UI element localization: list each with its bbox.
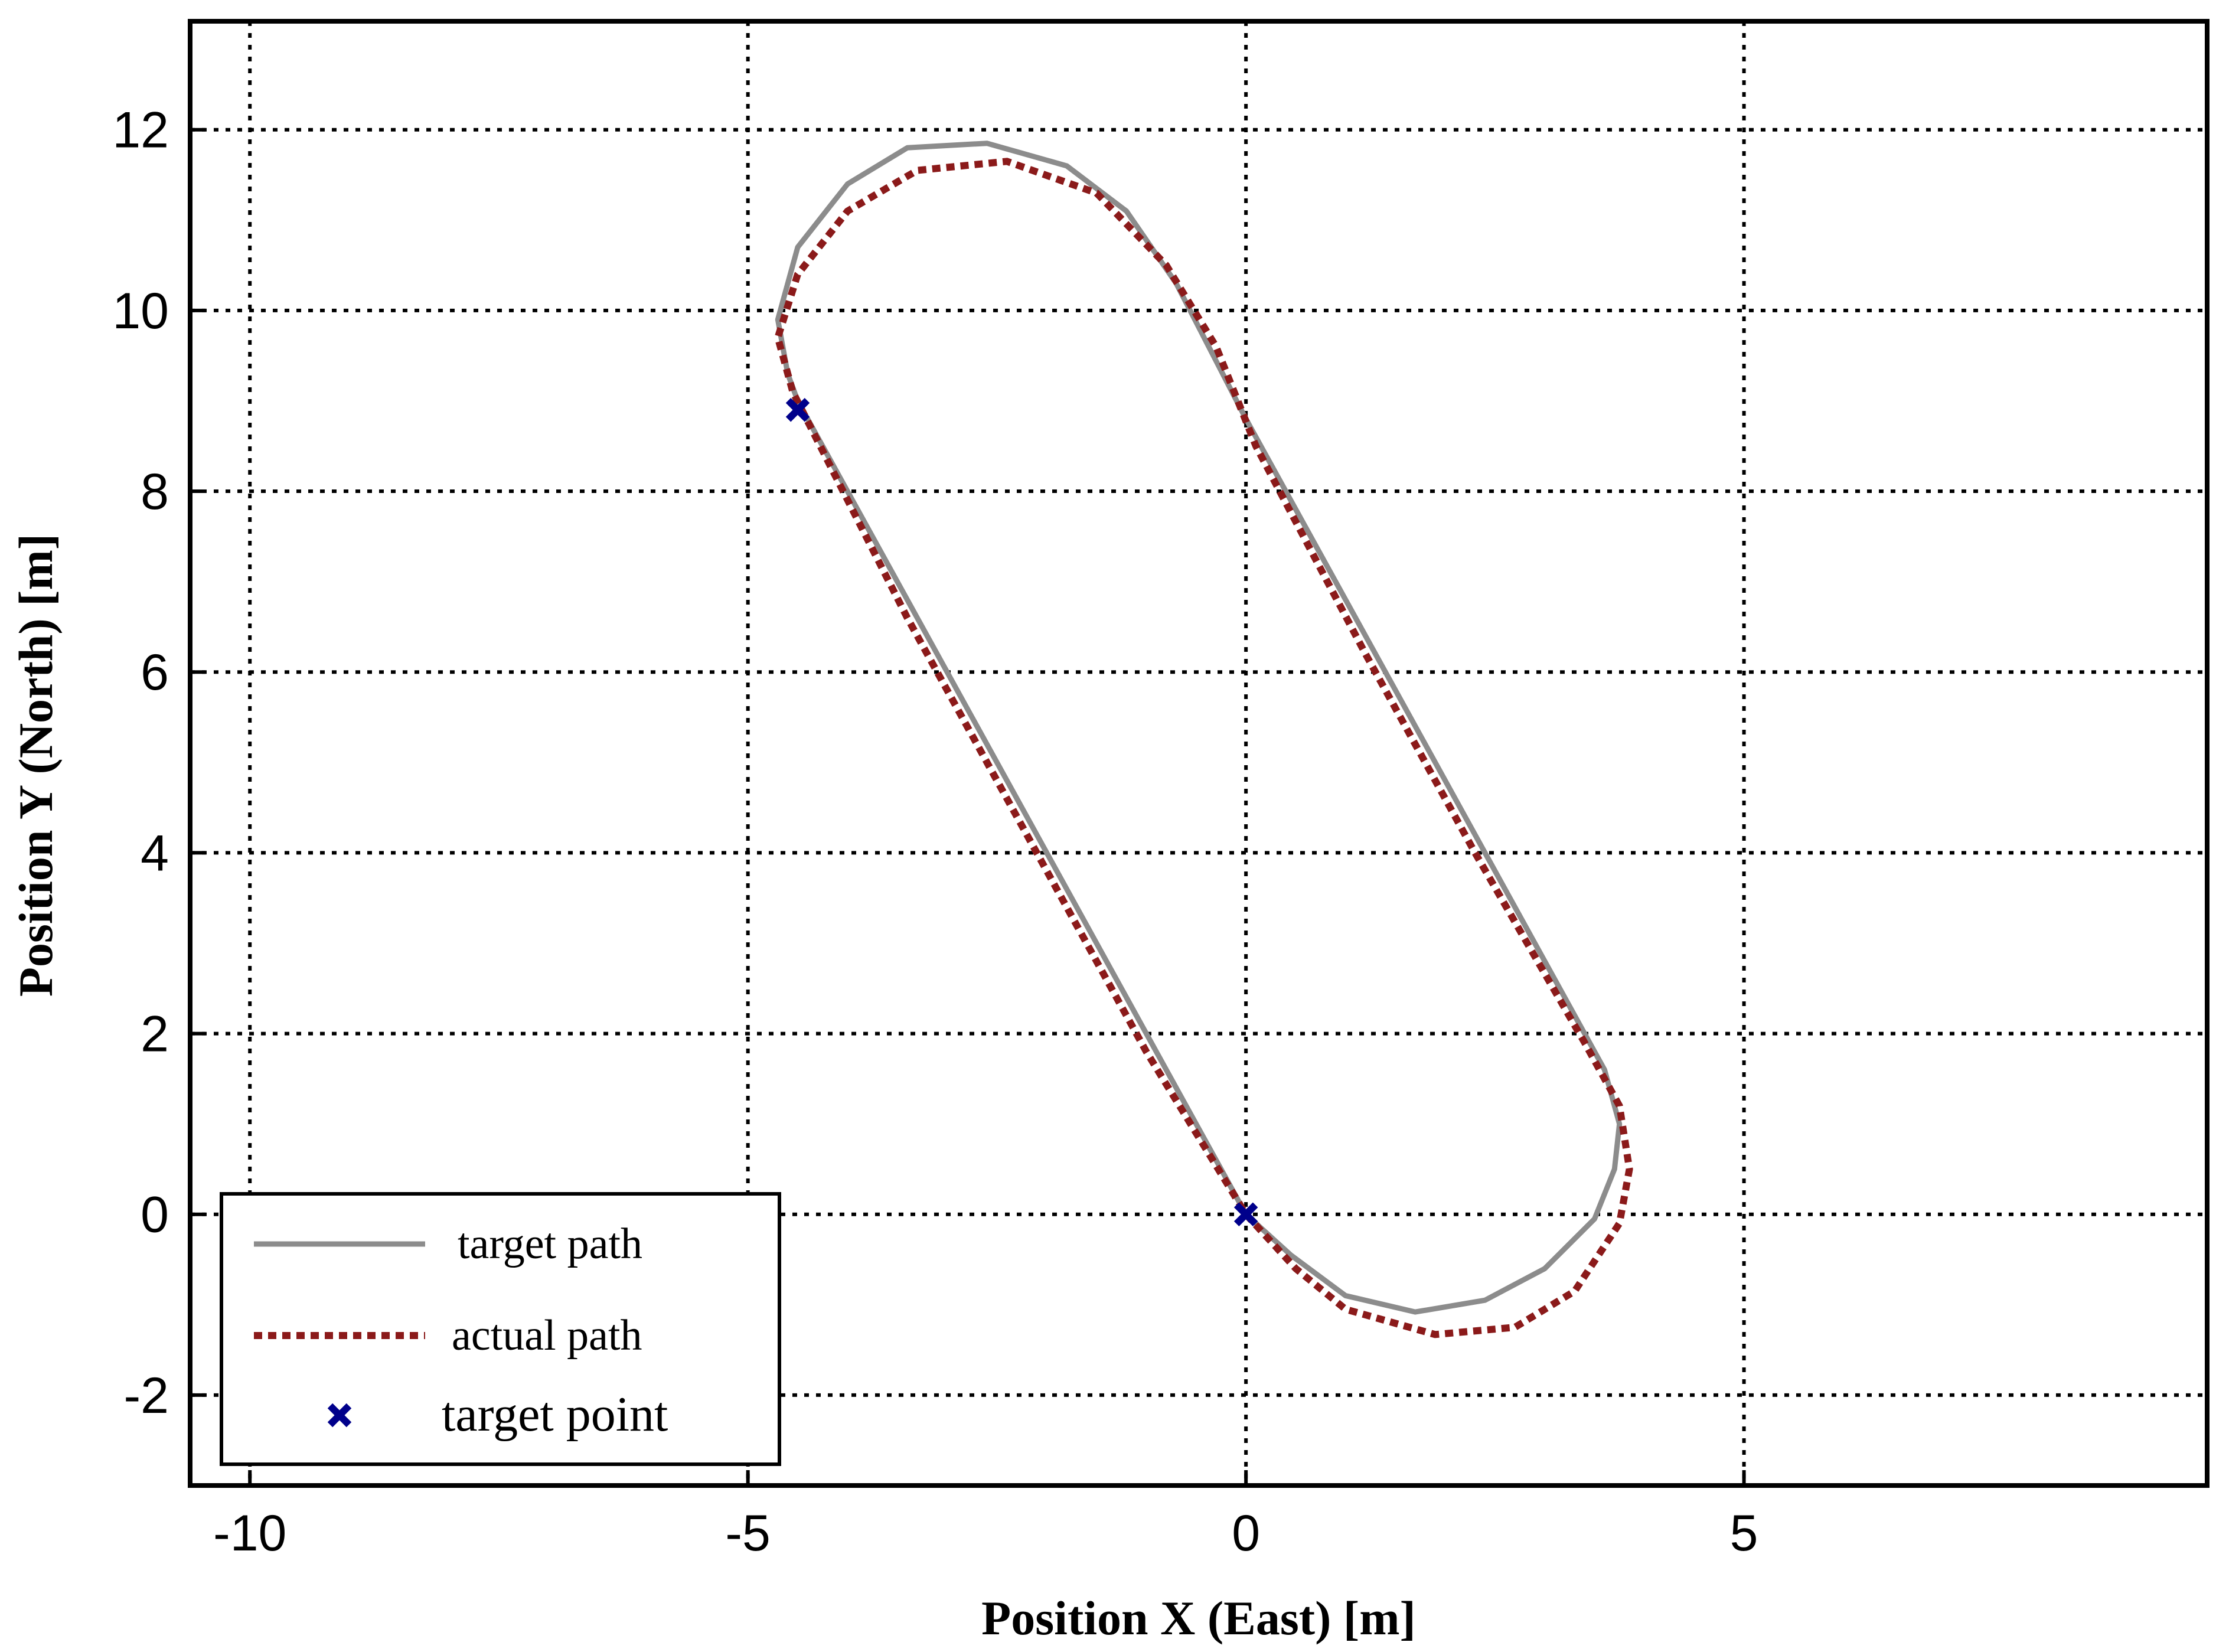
x-tick-label: 0 bbox=[1232, 1505, 1260, 1562]
legend-swatch-target-point-icon bbox=[327, 1403, 352, 1428]
legend-target-point-x-icon bbox=[327, 1403, 352, 1428]
x-tick-label: -5 bbox=[725, 1505, 770, 1562]
legend-label-target-point: target point bbox=[442, 1387, 668, 1442]
y-tick-label: 6 bbox=[141, 644, 169, 701]
plot-area-frame bbox=[188, 19, 2210, 1488]
legend-label-actual-path: actual path bbox=[452, 1311, 642, 1360]
target-point-marker bbox=[1233, 1202, 1258, 1226]
legend-label-target-path: target path bbox=[458, 1220, 642, 1268]
x-tick-label: -10 bbox=[213, 1505, 286, 1562]
legend: target path actual path target point bbox=[220, 1192, 781, 1466]
y-tick-label: 8 bbox=[141, 463, 169, 520]
ticks: -10 -5 0 5 -2 0 2 4 6 8 10 12 bbox=[112, 102, 1758, 1562]
actual-path-line bbox=[774, 158, 1633, 1338]
target-point-marker bbox=[785, 398, 810, 422]
legend-box bbox=[220, 1192, 781, 1466]
x-axis-title: Position X (East) [m] bbox=[981, 1591, 1416, 1645]
y-tick-label: 0 bbox=[141, 1187, 169, 1243]
y-tick-label: -2 bbox=[124, 1367, 169, 1424]
x-tick-label: 5 bbox=[1730, 1505, 1758, 1562]
y-tick-label: 4 bbox=[141, 825, 169, 881]
y-tick-label: 2 bbox=[141, 1006, 169, 1063]
y-axis-title: Position Y (North) [m] bbox=[9, 534, 63, 997]
y-tick-label: 12 bbox=[112, 102, 169, 159]
y-tick-label: 10 bbox=[112, 283, 169, 339]
series-layer bbox=[774, 141, 1633, 1338]
